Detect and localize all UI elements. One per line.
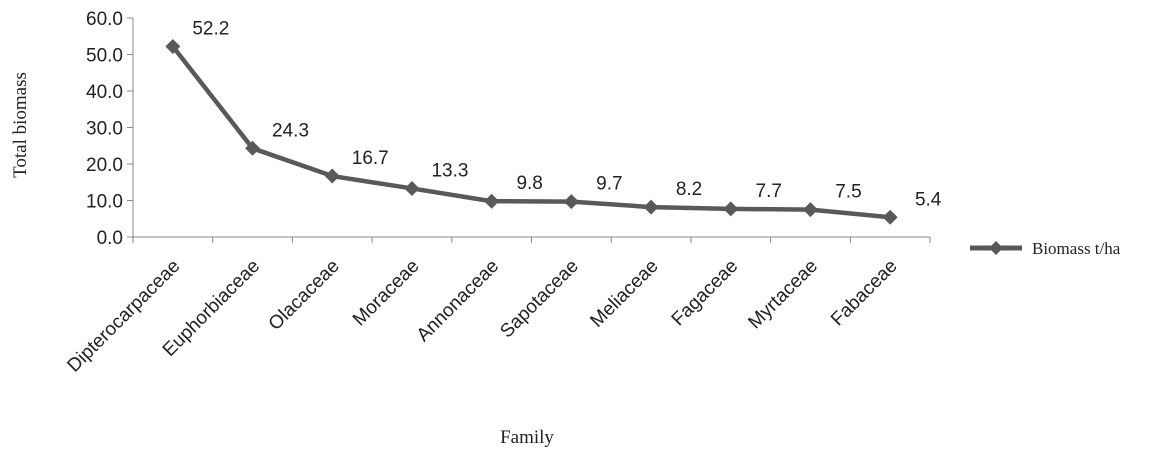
data-point-marker — [723, 201, 739, 217]
data-labels: 52.2 24.3 16.7 13.3 9.8 9.7 8.2 7.7 7.5 5.4 — [192, 18, 941, 210]
y-tick-label: 20.0 — [86, 155, 123, 176]
y-tick-label: 60.0 — [86, 9, 123, 30]
data-point-marker — [404, 180, 420, 196]
data-point-marker — [643, 199, 659, 215]
x-category-label: Fagaceae — [668, 256, 743, 331]
x-category-label: Dipterocarpaceae — [63, 256, 184, 377]
x-category-label: Sapotaceae — [496, 256, 583, 343]
series-biomass — [165, 38, 898, 225]
x-category-label: Annonaceae — [413, 256, 503, 346]
legend-diamond-marker — [989, 241, 1003, 255]
y-tick-label: 40.0 — [86, 82, 123, 103]
data-point-marker — [563, 194, 579, 210]
data-point-marker — [802, 202, 818, 218]
y-axis-title: Total biomass — [10, 72, 31, 178]
series-line — [171, 45, 891, 220]
data-value-label: 24.3 — [272, 120, 309, 141]
data-value-label: 9.7 — [596, 174, 622, 195]
data-value-label: 7.5 — [835, 182, 861, 203]
data-value-label: 52.2 — [192, 18, 229, 39]
data-value-label: 13.3 — [431, 160, 468, 181]
y-tick-label: 30.0 — [86, 119, 123, 140]
data-value-label: 8.2 — [676, 179, 702, 200]
data-point-marker — [245, 140, 261, 156]
y-axis: 0.0 10.0 20.0 30.0 40.0 50.0 60.0 — [86, 9, 134, 249]
x-category-label: Myrtaceae — [744, 256, 822, 334]
x-category-label: Olacaceae — [265, 256, 344, 335]
x-category-label: Moraceae — [349, 256, 424, 331]
data-value-label: 16.7 — [352, 148, 389, 169]
data-point-marker — [324, 168, 340, 184]
data-value-label: 5.4 — [915, 189, 942, 210]
data-value-label: 9.8 — [516, 173, 542, 194]
legend-label: Biomass t/ha — [1032, 239, 1121, 258]
data-point-marker — [882, 209, 898, 225]
x-category-label: Fabaceae — [827, 256, 902, 331]
x-axis-title: Family — [500, 427, 554, 448]
y-tick-label: 10.0 — [86, 192, 123, 213]
data-point-marker — [165, 38, 181, 54]
legend: Biomass t/ha — [970, 239, 1121, 258]
data-value-label: 7.7 — [756, 181, 782, 202]
y-tick-label: 50.0 — [86, 46, 123, 67]
x-category-label: Meliaceae — [586, 256, 662, 332]
data-point-marker — [484, 193, 500, 209]
y-tick-label: 0.0 — [97, 228, 123, 249]
